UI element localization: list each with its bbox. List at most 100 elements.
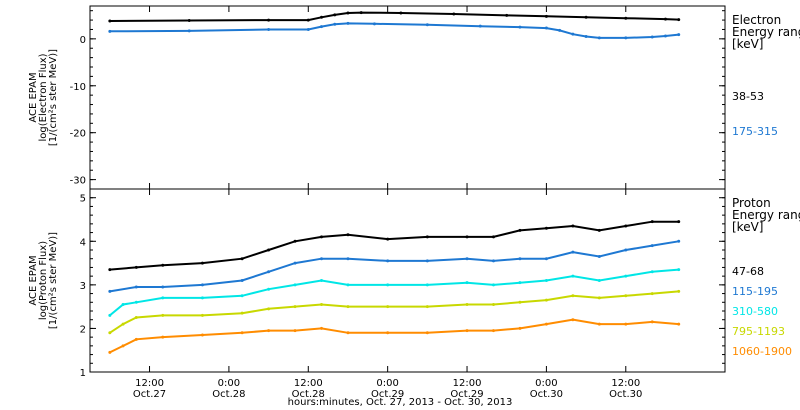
y-axis-label: log(Proton Flux) — [38, 241, 49, 320]
data-point — [306, 27, 310, 31]
data-point — [571, 32, 575, 36]
data-point — [597, 36, 601, 40]
data-point — [240, 331, 244, 335]
data-point — [571, 224, 575, 228]
data-point — [240, 257, 244, 261]
data-point — [134, 300, 138, 304]
y-tick-label: -20 — [70, 129, 86, 140]
data-point — [571, 250, 575, 254]
data-point — [597, 228, 601, 232]
data-point — [571, 294, 575, 298]
x-tick-date: Oct.29 — [371, 389, 404, 400]
data-point — [425, 23, 429, 27]
data-point — [187, 29, 191, 33]
y-tick-label: -10 — [70, 82, 86, 93]
data-point — [624, 36, 628, 40]
proton-panel: 1 2 3 4 5 ACE EPAM log(Proton Flux) [1/(cm²s st… — [28, 188, 800, 379]
data-point — [200, 313, 204, 317]
data-point — [677, 268, 681, 272]
data-point — [134, 337, 138, 341]
data-point — [677, 239, 681, 243]
legend-title: [keV] — [732, 220, 763, 234]
electron-frame — [89, 5, 726, 190]
data-point — [108, 313, 112, 317]
series-line-38-53 — [109, 11, 679, 22]
y-axis-label: ACE EPAM — [28, 72, 39, 122]
data-point — [267, 27, 271, 31]
data-point — [386, 331, 390, 335]
legend-title: Proton — [732, 196, 771, 210]
data-point — [518, 326, 522, 330]
legend-entry: 175-315 — [732, 125, 778, 138]
data-point — [425, 235, 429, 239]
y-axis-label: [1/(cm²s ster MeV)] — [48, 49, 59, 146]
data-point — [134, 316, 138, 320]
data-point — [267, 307, 271, 311]
data-point — [491, 302, 495, 306]
y-axis-label: ACE EPAM — [28, 255, 39, 305]
data-point — [597, 296, 601, 300]
data-point — [465, 281, 469, 285]
data-point — [597, 255, 601, 259]
data-point — [267, 270, 271, 274]
data-point — [293, 239, 297, 243]
data-point — [624, 224, 628, 228]
data-point — [121, 302, 125, 306]
legend-entry: 47-68 — [732, 265, 764, 278]
y-tick-label: 4 — [80, 237, 86, 248]
data-point — [320, 15, 324, 19]
x-tick-label: 12:00 — [453, 378, 482, 389]
x-tick-date: Oct.30 — [609, 389, 642, 400]
legend-entry: 38-53 — [732, 90, 764, 103]
data-point — [240, 294, 244, 298]
series-line-310-580 — [109, 268, 679, 317]
data-point — [320, 25, 324, 29]
data-point — [121, 322, 125, 326]
y-tick-label: 5 — [80, 194, 86, 205]
legend-entry: 1060-1900 — [732, 345, 792, 358]
data-point — [161, 296, 165, 300]
data-point — [584, 15, 588, 19]
series-line-115-195 — [109, 240, 679, 293]
data-point — [465, 329, 469, 333]
legend-entry: 795-1193 — [732, 325, 785, 338]
data-point — [108, 289, 112, 293]
data-point — [200, 333, 204, 337]
data-point — [121, 344, 125, 348]
data-point — [372, 22, 376, 26]
data-point — [346, 283, 350, 287]
data-point — [187, 19, 191, 23]
x-tick-label: 0:00 — [535, 378, 557, 389]
x-tick-date: Oct.28 — [212, 389, 245, 400]
y-tick-label: 1 — [80, 368, 86, 379]
data-point — [161, 285, 165, 289]
data-point — [333, 22, 337, 26]
x-tick-label: 0:00 — [218, 378, 240, 389]
legend-title: Electron — [732, 13, 781, 27]
data-point — [108, 19, 112, 23]
data-point — [134, 285, 138, 289]
data-point — [571, 318, 575, 322]
data-point — [544, 26, 548, 30]
data-point — [624, 248, 628, 252]
data-point — [544, 279, 548, 282]
data-point — [240, 311, 244, 315]
data-point — [571, 274, 575, 278]
data-point — [346, 11, 350, 15]
data-point — [624, 274, 628, 278]
series-line-175-315 — [109, 22, 679, 39]
data-point — [597, 279, 601, 282]
data-point — [663, 17, 667, 21]
data-point — [346, 257, 350, 261]
x-tick-date: Oct.29 — [450, 389, 483, 400]
data-point — [425, 305, 429, 309]
data-point — [597, 322, 601, 326]
data-point — [134, 265, 138, 269]
data-point — [386, 283, 390, 287]
legend-entry: 310-580 — [732, 305, 778, 318]
legend-entry: 115-195 — [732, 285, 778, 298]
data-point — [518, 281, 522, 285]
data-point — [108, 268, 112, 272]
data-point — [108, 350, 112, 354]
data-point — [518, 300, 522, 304]
